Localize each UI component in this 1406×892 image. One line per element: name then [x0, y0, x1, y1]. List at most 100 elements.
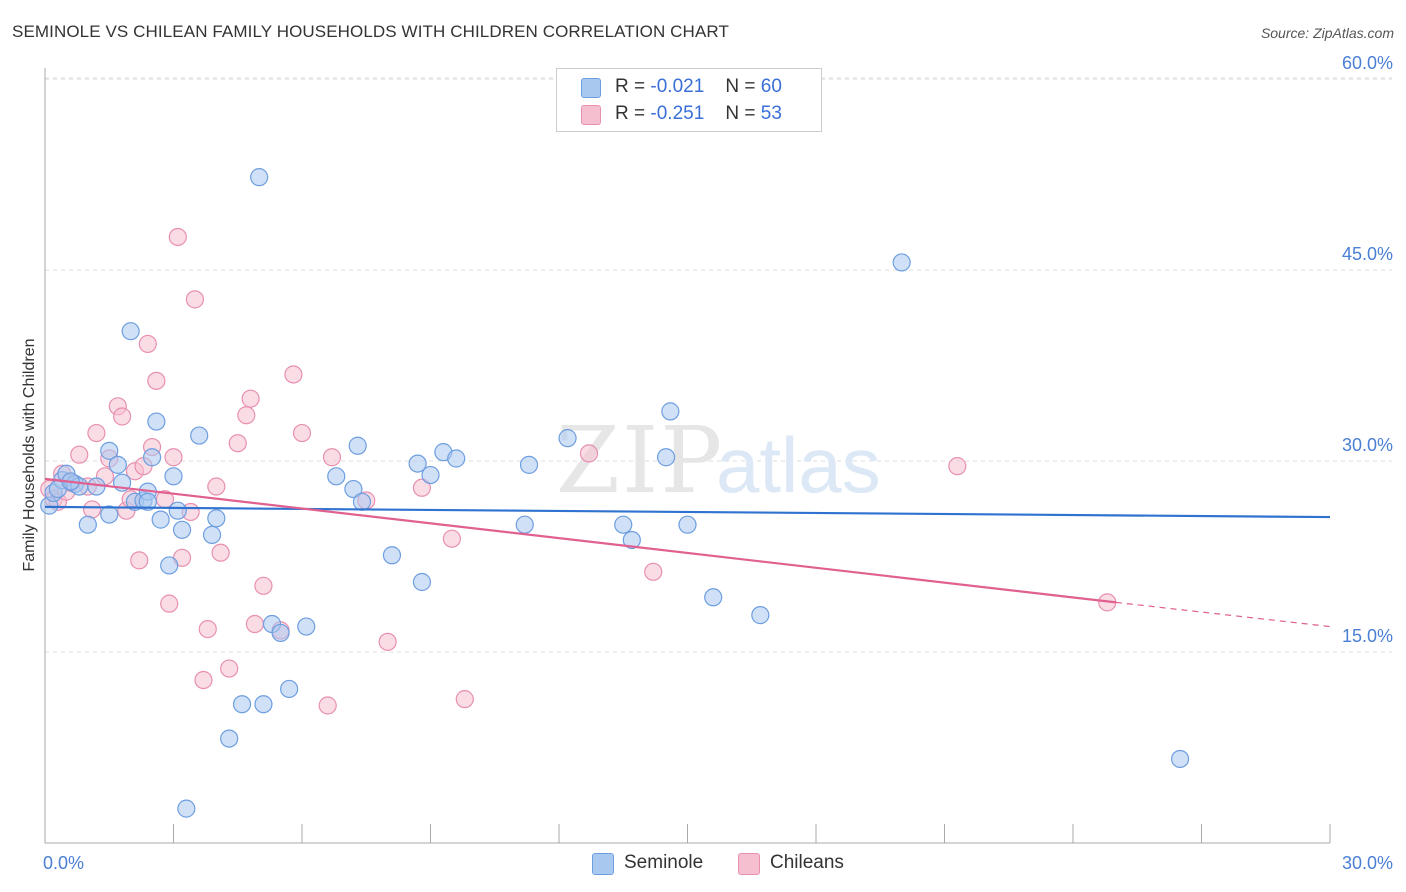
seminole-point: [78, 515, 97, 534]
watermark-atlas: atlas: [716, 421, 881, 509]
seminole-point: [421, 465, 440, 485]
seminole-point: [254, 695, 273, 714]
chileans-point: [147, 371, 166, 390]
chileans-point: [164, 448, 183, 467]
trend-lines: [44, 477, 1331, 628]
chileans-point: [228, 434, 247, 453]
axes: [44, 68, 1331, 844]
chileans-swatch: [581, 105, 601, 125]
chileans-point: [138, 334, 157, 354]
chart-title: SEMINOLE VS CHILEAN FAMILY HOUSEHOLDS WI…: [12, 22, 729, 41]
seminole-point: [704, 588, 723, 607]
seminole-point: [1170, 749, 1190, 769]
watermark: ZIP atlas: [556, 407, 881, 514]
chileans-point: [70, 445, 89, 464]
x-tick-label: 0.0%: [43, 853, 84, 873]
chileans-point: [378, 632, 397, 651]
seminole-point: [121, 322, 140, 341]
chart-source: Source: ZipAtlas.com: [1260, 25, 1394, 41]
n-label: N =: [725, 103, 756, 124]
chileans-point: [579, 444, 599, 463]
seminole-point: [751, 606, 770, 625]
chileans-point: [948, 457, 967, 476]
chileans-point: [160, 594, 179, 613]
tick-labels: 15.0% 30.0% 45.0% 60.0% 0.0% 30.0%: [43, 53, 1393, 873]
legend-label: Seminole: [624, 852, 704, 873]
seminole-point: [297, 617, 316, 636]
chileans-trend-line: [44, 477, 1116, 604]
chileans-trend-extension: [1115, 601, 1331, 628]
chileans-point: [644, 562, 663, 581]
y-tick-label: 60.0%: [1342, 53, 1393, 73]
seminole-point: [202, 525, 222, 544]
chileans-point: [112, 407, 132, 426]
seminole-point: [447, 449, 466, 468]
r-value: -0.251: [650, 103, 705, 124]
chileans-point: [241, 389, 260, 408]
seminole-point: [327, 467, 346, 486]
seminole-point: [100, 441, 119, 460]
seminole-point: [160, 556, 179, 575]
chileans-point: [412, 478, 432, 497]
y-tick-label: 30.0%: [1342, 435, 1393, 455]
chileans-point: [245, 614, 264, 634]
chileans-point: [292, 423, 312, 443]
seminole-point: [661, 402, 680, 421]
grid-lines: [45, 77, 1392, 653]
seminole-point: [519, 455, 539, 474]
correlation-legend: R = -0.021 N = 60 R = -0.251 N = 53: [556, 68, 822, 132]
chileans-point: [322, 448, 342, 467]
seminole-point: [142, 448, 162, 467]
seminole-point: [172, 520, 192, 539]
chileans-point: [237, 406, 256, 425]
seminole-point: [164, 467, 183, 486]
series-seminole: [40, 168, 1190, 818]
chileans-point: [198, 620, 217, 639]
seminole-point: [220, 729, 239, 748]
chileans-point: [168, 227, 187, 247]
n-value: 60: [760, 76, 782, 97]
seminole-point: [678, 515, 697, 534]
seminole-point: [108, 455, 127, 474]
seminole-point: [207, 509, 226, 528]
seminole-point: [352, 492, 372, 511]
seminole-point: [344, 479, 363, 499]
seminole-trend-line: [44, 505, 1331, 519]
y-tick-label: 45.0%: [1342, 244, 1393, 264]
n-label: N =: [725, 76, 756, 97]
seminole-point: [348, 436, 367, 455]
seminole-point: [558, 429, 577, 448]
chileans-point: [442, 529, 462, 548]
seminole-point: [412, 572, 432, 592]
chileans-point: [254, 576, 273, 595]
seminole-point: [271, 623, 290, 643]
watermark-zip: ZIP: [556, 407, 724, 514]
seminole-point: [232, 695, 252, 714]
chileans-point: [455, 690, 474, 709]
seminole-swatch: [592, 853, 614, 875]
seminole-point: [177, 799, 196, 818]
seminole-point: [408, 454, 427, 473]
chileans-point: [130, 551, 149, 570]
seminole-swatch: [581, 78, 601, 98]
chileans-point: [87, 423, 106, 443]
legend-label: Chileans: [770, 852, 844, 873]
chileans-point: [207, 477, 226, 496]
seminole-point: [656, 448, 676, 467]
seminole-point: [190, 426, 209, 445]
r-value: -0.021: [650, 76, 705, 97]
chileans-point: [194, 670, 213, 690]
n-value: 53: [760, 103, 782, 124]
chileans-swatch: [738, 853, 760, 875]
chileans-point: [284, 365, 303, 384]
seminole-point: [250, 168, 269, 187]
y-tick-label: 15.0%: [1342, 626, 1393, 646]
seminole-point: [147, 412, 166, 431]
r-label: R =: [615, 76, 646, 97]
chileans-point: [185, 290, 205, 309]
chileans-point: [83, 500, 102, 519]
seminole-point: [100, 505, 119, 524]
seminole-point: [515, 515, 534, 534]
seminole-point: [622, 530, 641, 550]
